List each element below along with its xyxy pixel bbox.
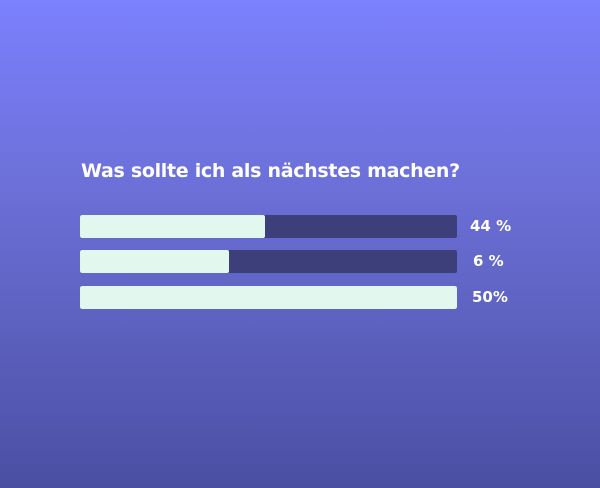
poll-option-2-fill	[80, 250, 229, 273]
poll-option-1-percent: 44 %	[470, 217, 512, 235]
poll-option-3[interactable]: 50%	[80, 286, 540, 309]
poll-option-3-bar[interactable]	[80, 286, 457, 309]
poll-option-3-percent: 50%	[472, 288, 508, 306]
poll-option-2-percent: 6 %	[473, 252, 504, 270]
poll-option-2-bar[interactable]	[80, 250, 457, 273]
poll-question: Was sollte ich als nächstes machen?	[81, 160, 460, 182]
poll-option-1-bar[interactable]	[80, 215, 457, 238]
poll-option-2[interactable]: 6 %	[80, 250, 540, 273]
poll-option-1-fill	[80, 215, 265, 238]
poll-option-3-fill	[80, 286, 457, 309]
poll-option-1[interactable]: 44 %	[80, 215, 540, 238]
